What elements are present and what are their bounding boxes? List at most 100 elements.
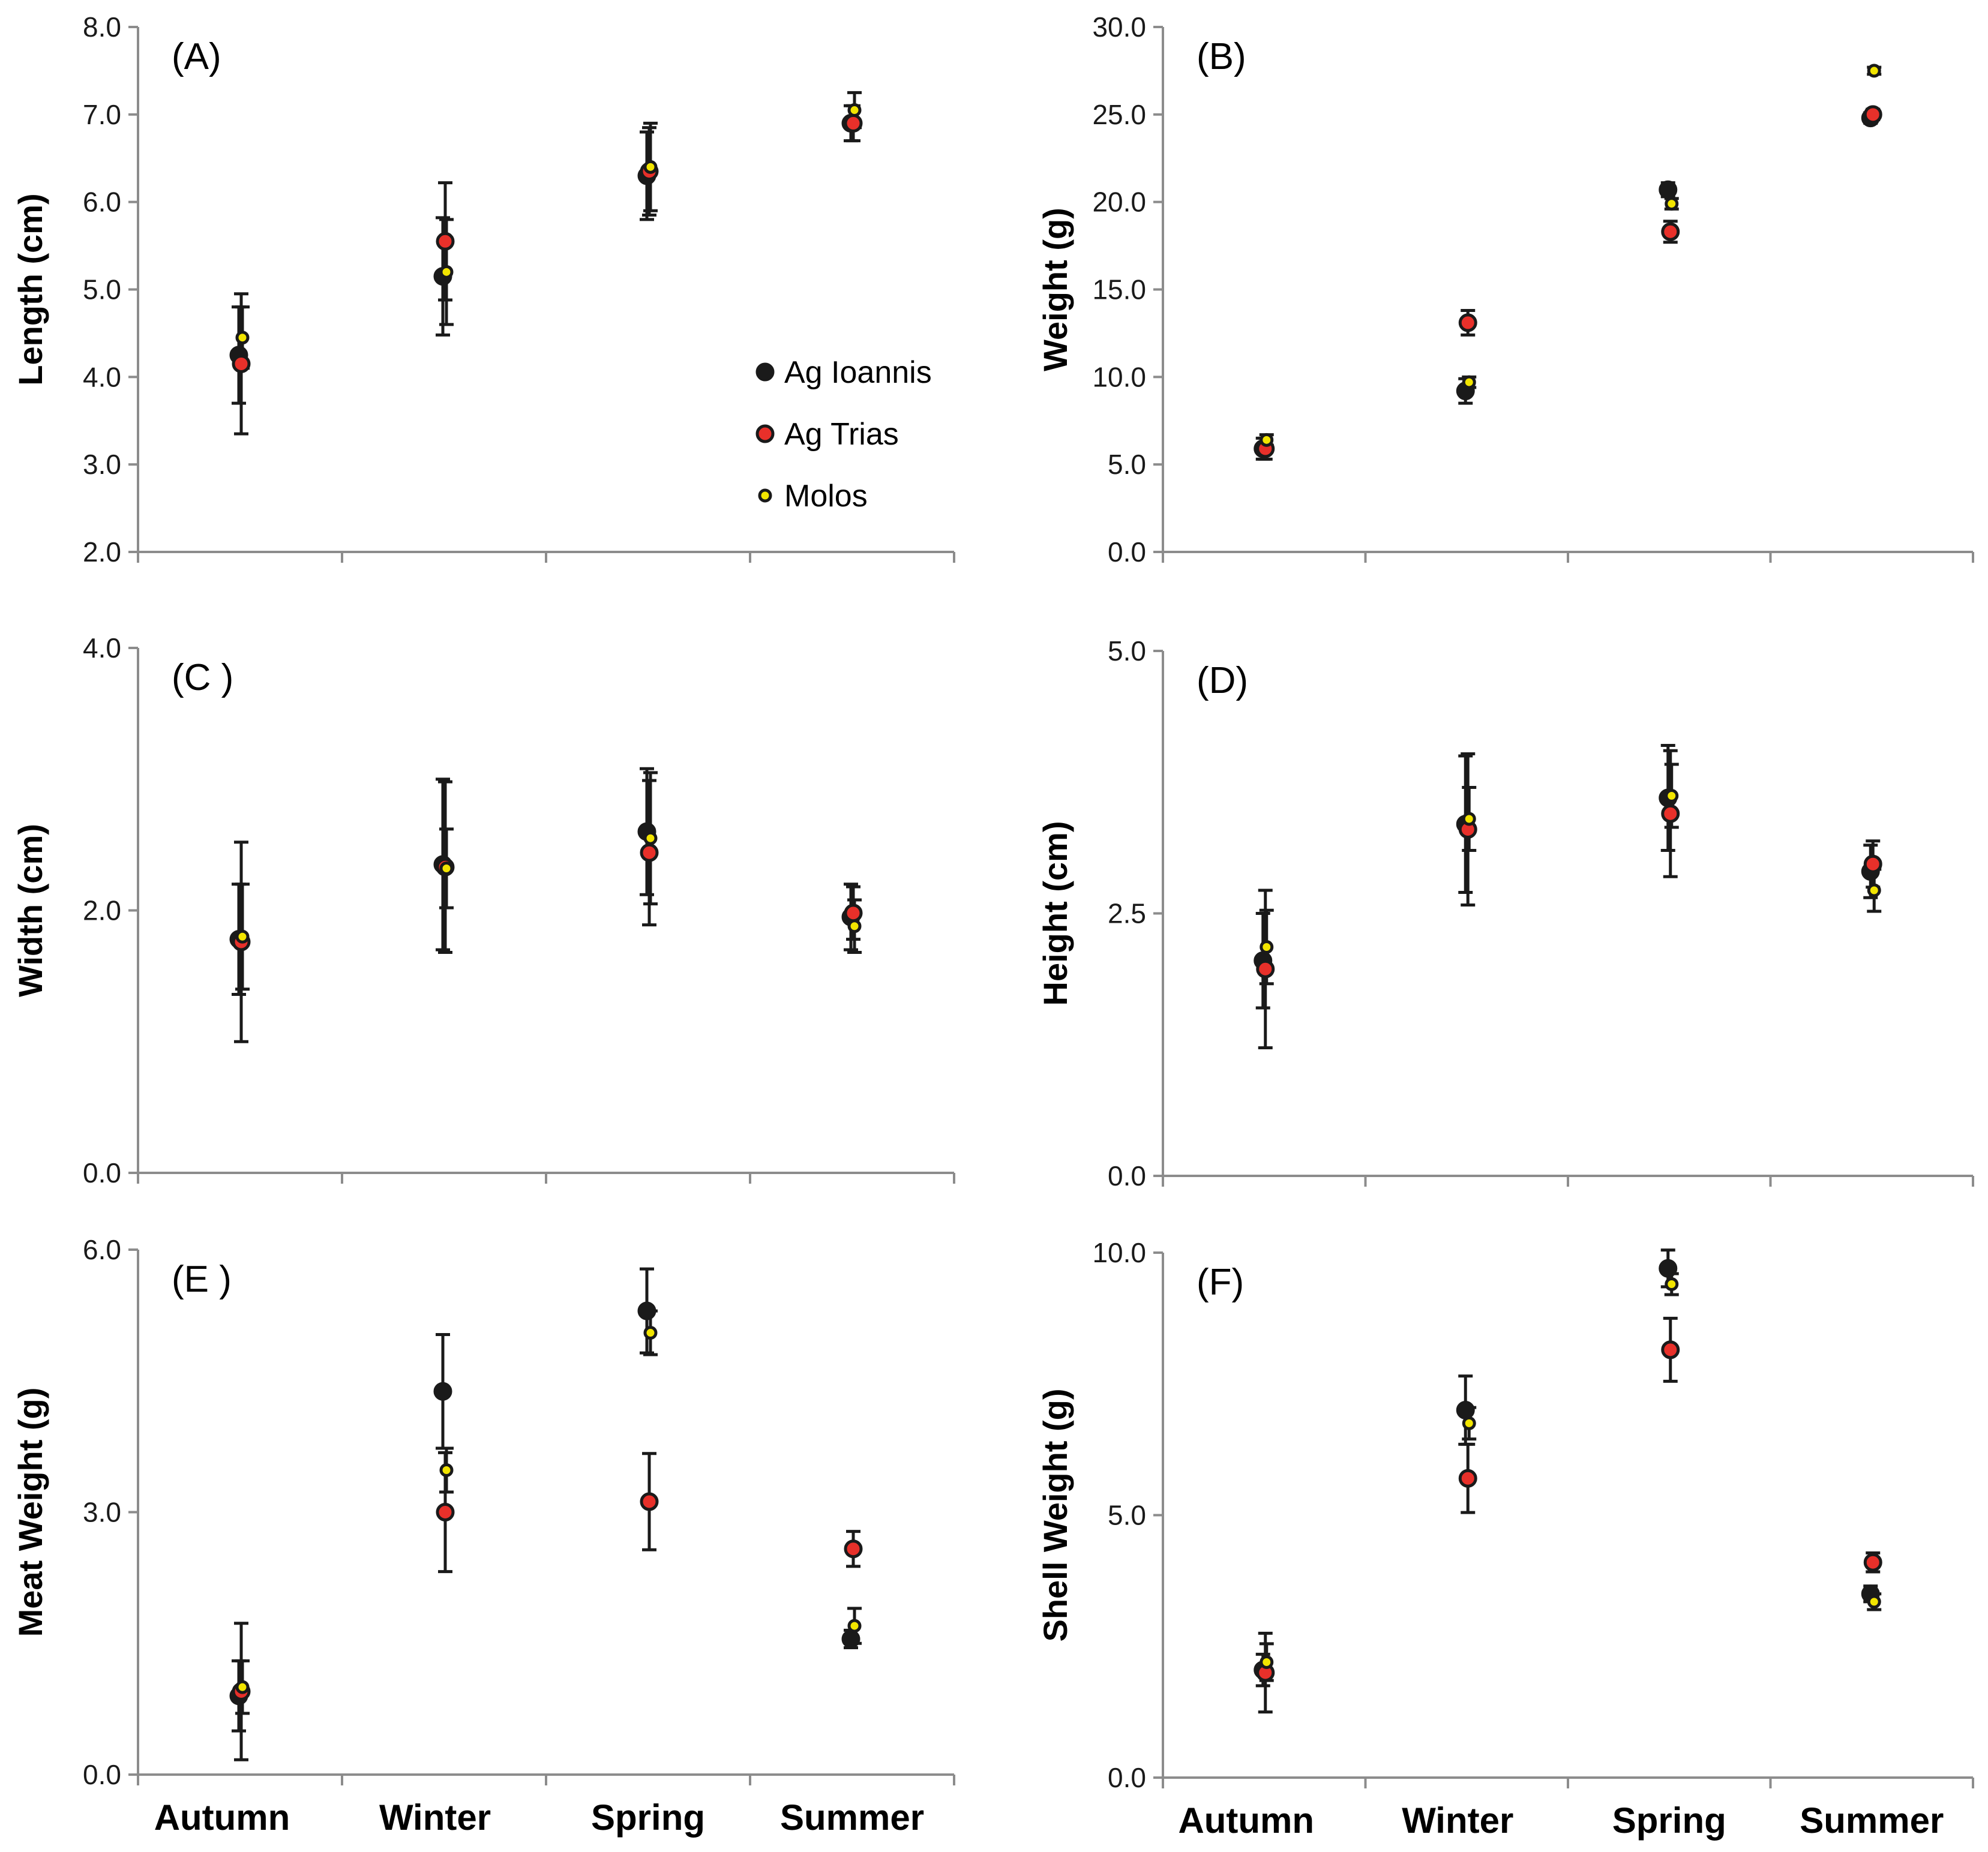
y-tick-label: 20.0 bbox=[1092, 187, 1146, 218]
point-molos-winter bbox=[439, 862, 454, 875]
y-tick-label: 5.0 bbox=[1108, 635, 1146, 667]
y-tick-label: 4.0 bbox=[83, 361, 121, 392]
y-tick-label: 5.0 bbox=[1108, 1500, 1146, 1531]
point-ag-trias-spring bbox=[640, 1492, 659, 1511]
point-molos-summer bbox=[847, 1619, 862, 1633]
point-molos-spring bbox=[1665, 1277, 1679, 1291]
point-ag-trias-spring bbox=[1661, 1340, 1680, 1359]
point-ag-trias-winter bbox=[436, 232, 455, 251]
point-molos-winter bbox=[439, 265, 454, 279]
point-ag-trias-summer bbox=[844, 113, 863, 133]
y-tick-label: 2.0 bbox=[83, 895, 121, 926]
x-category-label-winter: Winter bbox=[379, 1797, 491, 1838]
legend-label-ag-trias: Ag Trias bbox=[784, 417, 899, 452]
point-molos-summer bbox=[847, 919, 862, 933]
panel-label: (F) bbox=[1197, 1262, 1244, 1303]
y-tick-label: 5.0 bbox=[83, 274, 121, 305]
panel-label: (E ) bbox=[172, 1259, 232, 1300]
y-tick-label: 3.0 bbox=[83, 1497, 121, 1528]
point-molos-summer bbox=[1867, 64, 1881, 78]
y-tick-label: 6.0 bbox=[83, 1234, 121, 1265]
point-ag-trias-spring bbox=[1661, 222, 1680, 241]
x-category-label-autumn: Autumn bbox=[154, 1797, 290, 1838]
legend-marker-ag-ioannis bbox=[755, 362, 775, 382]
x-category-label-spring: Spring bbox=[591, 1797, 705, 1838]
y-axis-label: Length (cm) bbox=[11, 193, 49, 385]
y-tick-label: 25.0 bbox=[1092, 99, 1146, 130]
legend-marker-ag-trias bbox=[755, 424, 775, 443]
point-molos-autumn bbox=[235, 331, 250, 345]
point-ag-ioannis-summer bbox=[841, 1629, 860, 1649]
point-ag-ioannis-winter bbox=[1456, 1401, 1475, 1419]
y-axis-label: Width (cm) bbox=[11, 824, 49, 997]
panel-c: 0.0 2.0 4.0 Width (cm) (C ) bbox=[11, 632, 955, 1188]
panel-d: 0.0 2.5 5.0 Height (cm) (D) bbox=[1036, 635, 1974, 1191]
point-molos-winter bbox=[1462, 1416, 1476, 1430]
point-molos-autumn bbox=[235, 929, 250, 944]
point-molos-spring bbox=[643, 1326, 658, 1340]
y-tick-label: 10.0 bbox=[1092, 1237, 1146, 1268]
y-axis-label: Height (cm) bbox=[1036, 821, 1074, 1006]
point-molos-spring bbox=[1665, 789, 1679, 803]
point-ag-ioannis-spring bbox=[1659, 1259, 1678, 1278]
point-ag-trias-summer bbox=[1863, 1553, 1882, 1572]
point-molos-summer bbox=[847, 103, 862, 118]
point-molos-spring bbox=[1665, 197, 1679, 211]
panel-a: 2.0 3.0 4.0 5.0 6.0 7.0 8.0 Length (cm) (A) Ag Io… bbox=[11, 11, 955, 568]
point-molos-winter bbox=[439, 1463, 454, 1477]
point-ag-ioannis-spring bbox=[637, 1301, 656, 1320]
y-axis-label: Weight (g) bbox=[1036, 208, 1074, 371]
point-ag-trias-winter bbox=[1458, 313, 1477, 332]
panel-b: 0.0 5.0 10.0 15.0 20.0 25.0 30.0 Weight (g) (B) bbox=[1036, 11, 1974, 568]
panel-label: (C ) bbox=[172, 657, 233, 698]
y-tick-label: 6.0 bbox=[83, 187, 121, 218]
point-molos-autumn bbox=[1260, 1655, 1274, 1669]
y-tick-label: 0.0 bbox=[83, 1759, 121, 1790]
y-tick-label: 7.0 bbox=[83, 99, 121, 130]
y-tick-label: 0.0 bbox=[83, 1157, 121, 1188]
point-ag-trias-summer bbox=[844, 1539, 863, 1559]
point-molos-autumn bbox=[235, 1680, 250, 1694]
point-molos-spring bbox=[643, 160, 658, 174]
legend-marker-molos bbox=[758, 488, 772, 503]
y-tick-label: 0.0 bbox=[1108, 1160, 1146, 1191]
point-molos-spring bbox=[643, 831, 658, 845]
point-ag-trias-summer bbox=[1863, 854, 1882, 874]
point-ag-trias-summer bbox=[844, 904, 863, 923]
x-category-label-summer: Summer bbox=[1800, 1800, 1944, 1841]
y-tick-label: 0.0 bbox=[1108, 1762, 1146, 1793]
y-tick-label: 5.0 bbox=[1108, 449, 1146, 480]
point-ag-ioannis-spring bbox=[1659, 180, 1678, 199]
y-tick-label: 2.0 bbox=[83, 536, 121, 568]
y-axis-label: Shell Weight (g) bbox=[1036, 1388, 1074, 1641]
y-tick-label: 15.0 bbox=[1092, 274, 1146, 305]
y-tick-label: 10.0 bbox=[1092, 361, 1146, 392]
y-tick-label: 30.0 bbox=[1092, 11, 1146, 43]
point-molos-summer bbox=[1867, 1595, 1881, 1609]
point-ag-trias-summer bbox=[1863, 105, 1882, 124]
point-ag-trias-winter bbox=[1458, 1469, 1477, 1488]
point-molos-winter bbox=[1462, 812, 1476, 826]
y-tick-label: 0.0 bbox=[1108, 536, 1146, 568]
x-category-label-spring: Spring bbox=[1612, 1800, 1726, 1841]
panel-label: (B) bbox=[1197, 36, 1246, 77]
panel-e: 0.0 3.0 6.0 Autumn Winter Spring Summer Meat We… bbox=[11, 1234, 955, 1838]
point-molos-autumn bbox=[1260, 940, 1274, 954]
y-tick-label: 4.0 bbox=[83, 632, 121, 664]
y-tick-label: 2.5 bbox=[1108, 898, 1146, 929]
point-ag-trias-winter bbox=[436, 1503, 455, 1521]
point-molos-autumn bbox=[1260, 433, 1274, 447]
legend-label-molos: Molos bbox=[784, 479, 868, 514]
point-ag-trias-spring bbox=[1661, 804, 1680, 823]
x-category-label-summer: Summer bbox=[780, 1797, 924, 1838]
point-ag-trias-autumn bbox=[232, 354, 251, 373]
y-tick-label: 8.0 bbox=[83, 11, 121, 43]
point-molos-winter bbox=[1462, 375, 1476, 389]
legend-label-ag-ioannis: Ag Ioannis bbox=[784, 355, 932, 390]
legend: Ag Ioannis Ag Trias Molos bbox=[755, 355, 932, 514]
panel-label: (D) bbox=[1197, 660, 1248, 701]
point-ag-trias-autumn bbox=[1256, 959, 1275, 978]
x-category-label-winter: Winter bbox=[1402, 1800, 1513, 1841]
